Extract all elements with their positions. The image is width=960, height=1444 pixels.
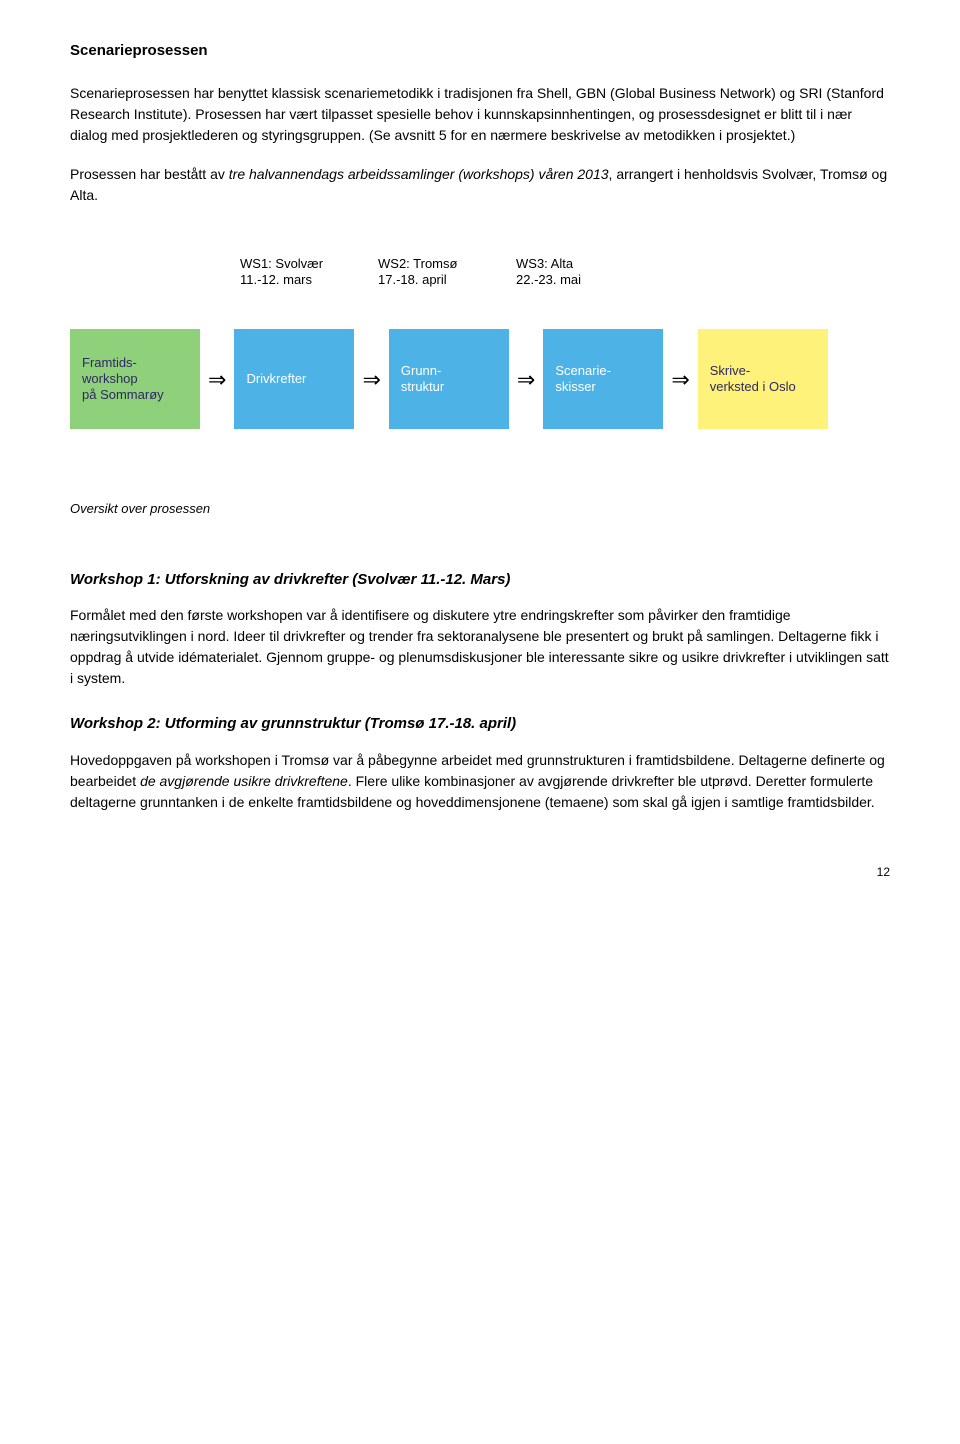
arrow-2: ⇒ [360,363,382,396]
ws-label-1-line1: WS1: Svolvær [240,256,370,273]
arrow-4: ⇒ [669,363,691,396]
para2-italic: tre halvannendags arbeidssamlinger (work… [229,166,609,182]
ws-label-3-line2: 22.-23. mai [516,272,646,289]
arrow-1: ⇒ [206,363,228,396]
paragraph-1: Scenarieprosessen har benyttet klassisk … [70,83,890,146]
ws-label-1-line2: 11.-12. mars [240,272,370,289]
ws-label-3-line1: WS3: Alta [516,256,646,273]
flow-box-3-text: Grunn-struktur [401,363,444,396]
ws-label-1: WS1: Svolvær 11.-12. mars [240,256,370,290]
flow-box-5-text: Skrive-verksted i Oslo [710,363,796,396]
para2-pre: Prosessen har bestått av [70,166,229,182]
flow-box-4: Scenarie-skisser [543,329,663,429]
workshop-labels-row: WS1: Svolvær 11.-12. mars WS2: Tromsø 17… [70,256,890,290]
flow-box-2: Drivkrefter [234,329,354,429]
process-diagram: WS1: Svolvær 11.-12. mars WS2: Tromsø 17… [70,256,890,430]
diagram-caption: Oversikt over prosessen [70,499,890,519]
ws-label-2-line1: WS2: Tromsø [378,256,508,273]
flow-row: Framtids-workshoppå Sommarøy ⇒ Drivkreft… [70,329,890,429]
workshop1-body: Formålet med den første workshopen var å… [70,605,890,689]
flow-box-3: Grunn-struktur [389,329,509,429]
flow-box-4-text: Scenarie-skisser [555,363,611,396]
ws-label-2: WS2: Tromsø 17.-18. april [378,256,508,290]
ws-label-3: WS3: Alta 22.-23. mai [516,256,646,290]
flow-box-5: Skrive-verksted i Oslo [698,329,828,429]
page-number: 12 [70,863,890,881]
flow-box-2-text: Drivkrefter [246,371,306,387]
workshop2-heading: Workshop 2: Utforming av grunnstruktur (… [70,713,890,736]
ws-label-2-line2: 17.-18. april [378,272,508,289]
page-title: Scenarieprosessen [70,40,890,63]
workshop1-heading: Workshop 1: Utforskning av drivkrefter (… [70,569,890,592]
flow-box-1-text: Framtids-workshoppå Sommarøy [82,355,164,404]
workshop2-body-italic: de avgjørende usikre drivkreftene [140,773,348,789]
paragraph-2: Prosessen har bestått av tre halvannenda… [70,164,890,206]
flow-box-1: Framtids-workshoppå Sommarøy [70,329,200,429]
workshop2-body: Hovedoppgaven på workshopen i Tromsø var… [70,750,890,813]
arrow-3: ⇒ [515,363,537,396]
